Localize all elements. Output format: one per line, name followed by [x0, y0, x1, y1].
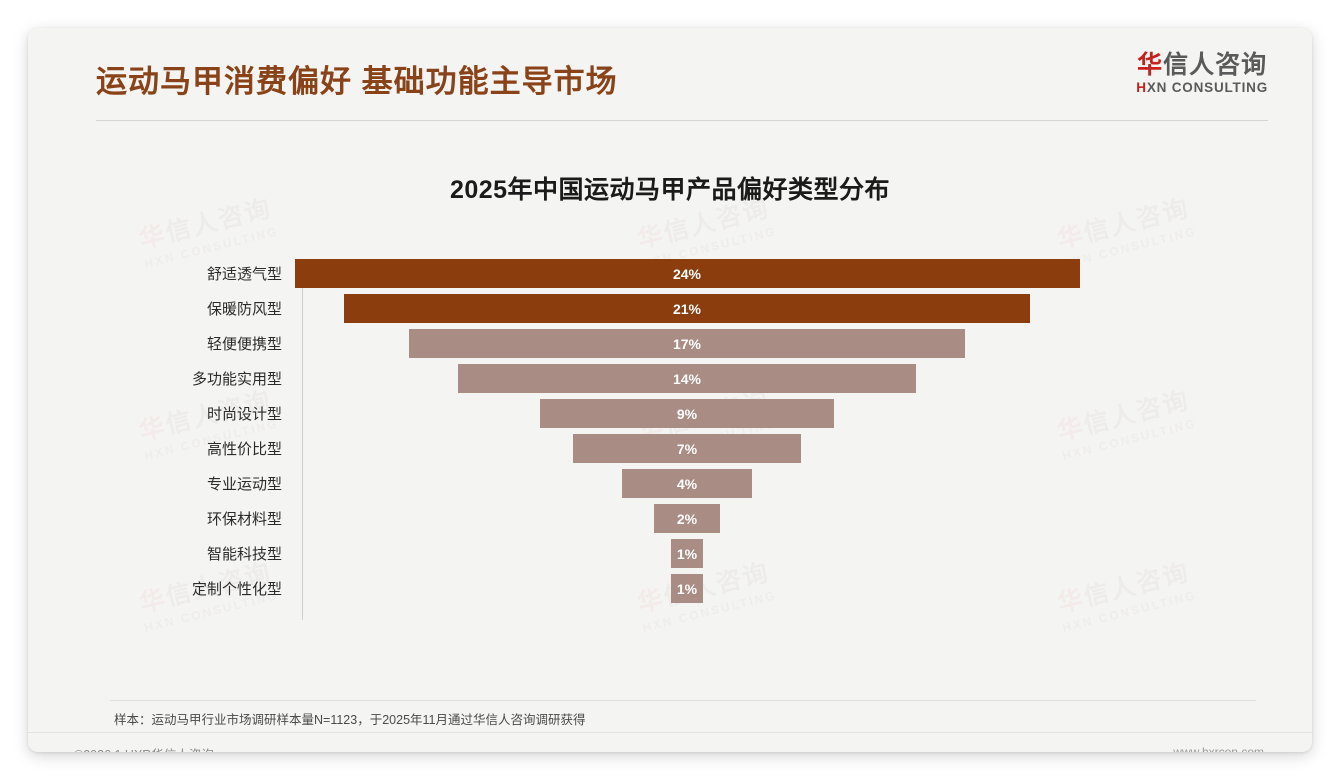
bar-value-label: 17% — [672, 335, 701, 352]
chart-bars-container: 舒适透气型 24% 保暖防风型 21% 轻便便携型 17% 多功能实用型 14% 时尚设计型 9%… — [28, 256, 1312, 606]
bar-value-label: 9% — [676, 405, 698, 422]
slide-header: 运动马甲消费偏好 基础功能主导市场 华信人咨询 HXN CONSULTING — [28, 28, 1312, 121]
chart-bar-row: 轻便便携型 17% — [28, 326, 1312, 361]
bar-fill[interactable]: 1% — [670, 574, 704, 603]
copyright-text: ©2026.1 HXR华信人咨询 — [74, 744, 214, 752]
company-logo: 华信人咨询 HXN CONSULTING — [1136, 52, 1268, 95]
funnel-bar-chart: 舒适透气型 24% 保暖防风型 21% 轻便便携型 17% 多功能实用型 14% 时尚设计型 9%… — [28, 256, 1312, 626]
bar-value-label: 24% — [672, 265, 702, 282]
bar-fill[interactable]: 17% — [408, 329, 965, 358]
chart-title: 2025年中国运动马甲产品偏好类型分布 — [449, 176, 891, 204]
bar-track: 4% — [294, 466, 1312, 501]
bar-track: 24% — [294, 256, 1312, 291]
chart-bar-row: 时尚设计型 9% — [28, 396, 1312, 431]
logo-chinese-text: 华信人咨询 — [1136, 52, 1268, 78]
bar-track: 1% — [294, 536, 1312, 571]
slide-footer: ©2026.1 HXR华信人咨询 www.hxrcon.com — [28, 733, 1312, 752]
bar-category-label: 专业运动型 — [206, 476, 282, 493]
watermark-cn-red: 华 — [1054, 220, 1088, 255]
bar-category-label: 高性价比型 — [206, 441, 282, 458]
logo-en-rest: XN CONSULTING — [1146, 80, 1268, 96]
bar-value-label: 14% — [672, 370, 701, 387]
header-divider — [96, 120, 1268, 121]
logo-english-text: HXN CONSULTING — [1136, 80, 1268, 95]
footnote-divider — [110, 700, 1256, 701]
footnote-text: 样本：运动马甲行业市场调研样本量N=1123，于2025年11月通过华信人咨询调… — [114, 713, 586, 727]
bar-track: 1% — [294, 571, 1312, 606]
bar-value-label: 1% — [676, 545, 698, 562]
footer-divider — [28, 732, 1312, 733]
bar-track: 2% — [294, 501, 1312, 536]
chart-bar-row: 舒适透气型 24% — [28, 256, 1312, 291]
bar-track: 9% — [294, 396, 1312, 431]
bar-value-label: 7% — [676, 440, 698, 457]
bar-category-label: 定制个性化型 — [191, 581, 282, 598]
slide-card: 华信人咨询 HXN CONSULTING 华信人咨询 HXN CONSULTIN… — [28, 28, 1312, 752]
bar-track: 21% — [294, 291, 1312, 326]
bar-fill[interactable]: 4% — [621, 469, 753, 498]
watermark-cn-red: 华 — [634, 220, 668, 255]
bar-category-label: 保暖防风型 — [206, 301, 282, 318]
bar-fill[interactable]: 7% — [572, 434, 802, 463]
logo-en-red-char: H — [1136, 80, 1147, 96]
chart-bar-row: 高性价比型 7% — [28, 431, 1312, 466]
page-title: 运动马甲消费偏好 基础功能主导市场 — [96, 64, 618, 99]
bar-value-label: 1% — [676, 580, 698, 597]
chart-bar-row: 定制个性化型 1% — [28, 571, 1312, 606]
website-link[interactable]: www.hxrcon.com — [1173, 745, 1264, 752]
bar-fill[interactable]: 14% — [458, 364, 916, 393]
bar-fill[interactable]: 24% — [294, 259, 1080, 288]
bar-fill[interactable]: 2% — [654, 504, 720, 533]
bar-track: 14% — [294, 361, 1312, 396]
logo-cn-rest: 信人咨询 — [1163, 51, 1268, 79]
bar-value-label: 4% — [676, 475, 698, 492]
bar-track: 7% — [294, 431, 1312, 466]
bar-category-label: 智能科技型 — [206, 546, 282, 563]
bar-category-label: 多功能实用型 — [191, 371, 282, 388]
chart-bar-row: 智能科技型 1% — [28, 536, 1312, 571]
logo-cn-red-char: 华 — [1137, 51, 1164, 79]
chart-axis-line — [302, 262, 303, 620]
bar-fill[interactable]: 21% — [343, 294, 1031, 323]
bar-value-label: 2% — [676, 510, 698, 527]
watermark-cn-red: 华 — [136, 220, 170, 255]
bar-track: 17% — [294, 326, 1312, 361]
bar-category-label: 环保材料型 — [206, 511, 282, 528]
bar-value-label: 21% — [672, 300, 702, 317]
chart-bar-row: 环保材料型 2% — [28, 501, 1312, 536]
chart-bar-row: 保暖防风型 21% — [28, 291, 1312, 326]
chart-bar-row: 专业运动型 4% — [28, 466, 1312, 501]
bar-fill[interactable]: 9% — [539, 399, 835, 428]
bar-category-label: 舒适透气型 — [206, 266, 282, 283]
bar-fill[interactable]: 1% — [670, 539, 704, 568]
chart-bar-row: 多功能实用型 14% — [28, 361, 1312, 396]
bar-category-label: 时尚设计型 — [206, 406, 282, 423]
bar-category-label: 轻便便携型 — [206, 336, 282, 353]
